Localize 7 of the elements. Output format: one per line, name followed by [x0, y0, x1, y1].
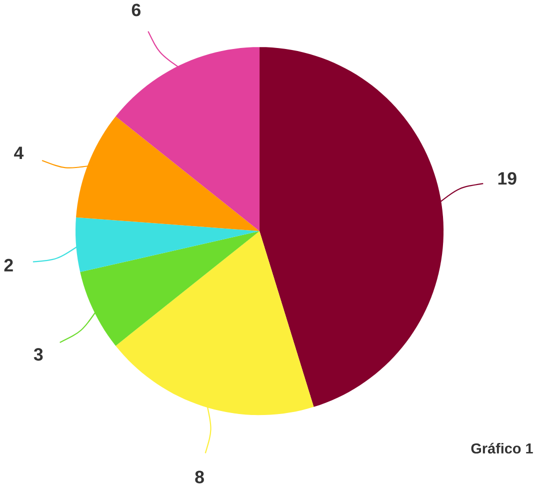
- data-label: 4: [14, 146, 24, 159]
- data-label: 6: [132, 4, 140, 16]
- data-label: 19: [498, 172, 516, 185]
- text: Gráfico 1: [471, 442, 533, 454]
- data-label: 2: [4, 258, 13, 272]
- data-label: 8: [195, 470, 204, 484]
- data-label: 3: [34, 348, 43, 361]
